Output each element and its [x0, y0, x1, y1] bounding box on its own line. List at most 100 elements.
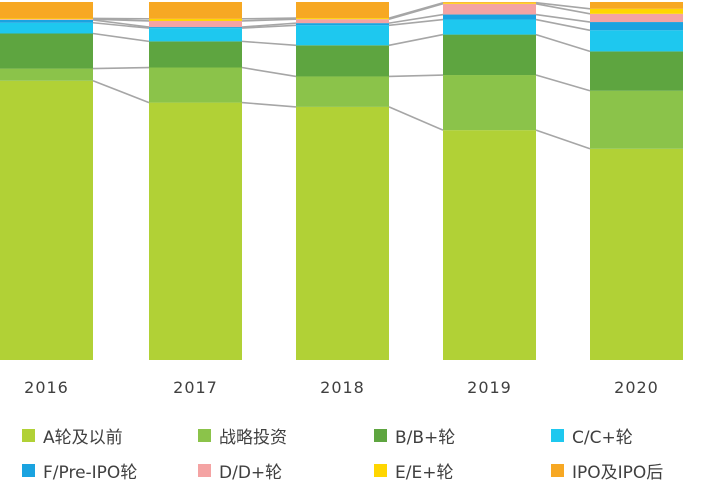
bar-segment — [443, 130, 536, 360]
bar-segment — [296, 25, 389, 46]
connector-line — [535, 3, 591, 15]
connector-line — [388, 13, 444, 24]
bar-segment — [149, 102, 242, 361]
x-tick-label: 2020 — [614, 378, 659, 397]
legend-label: 战略投资 — [219, 427, 287, 448]
bar-segment — [590, 51, 683, 91]
stacked-bar-chart: 2016 2017 2018 2019 2020 — [0, 1, 683, 397]
bar-segment — [0, 18, 93, 20]
bar-segment — [149, 28, 242, 42]
bar-segment — [0, 19, 93, 20]
legend-item: E/E+轮 — [374, 458, 454, 483]
bar-segment — [443, 2, 536, 3]
bar-segment — [590, 8, 683, 14]
connector-line — [535, 13, 591, 23]
legend-item: A轮及以前 — [22, 423, 123, 448]
connector-line — [535, 74, 591, 92]
x-tick-label: 2019 — [467, 378, 512, 397]
connector-line — [388, 1, 444, 19]
bar-segment — [149, 67, 242, 103]
bar-segment — [443, 3, 536, 15]
legend-label: IPO及IPO后 — [572, 462, 664, 483]
connector-line — [241, 101, 297, 108]
legend-item: D/D+轮 — [198, 458, 283, 483]
bar-segment — [149, 18, 242, 21]
connector-line — [388, 74, 444, 78]
connector-line — [241, 40, 297, 47]
bar-segment — [0, 33, 93, 69]
bar-segment — [0, 19, 93, 23]
bar-segment — [296, 76, 389, 107]
bar-segment — [296, 18, 389, 20]
connector-line — [535, 129, 591, 150]
legend-swatch — [374, 463, 387, 477]
connector-line — [241, 24, 297, 29]
bar-segment — [0, 2, 93, 19]
connector-line — [388, 33, 444, 47]
bar-segment — [443, 19, 536, 35]
bar-segment — [590, 22, 683, 31]
bar-segment — [443, 34, 536, 76]
connector-line — [535, 18, 591, 32]
legend-swatch — [551, 428, 564, 442]
bar-segment — [443, 75, 536, 131]
connector-line — [92, 32, 150, 43]
connector-line — [92, 66, 150, 70]
legend-swatch — [198, 463, 211, 477]
legend-item: C/C+轮 — [551, 423, 633, 448]
bar-segment — [590, 148, 683, 360]
x-tick-label: 2017 — [173, 378, 218, 397]
bar-stacks — [0, 2, 683, 361]
legend-label: F/Pre-IPO轮 — [43, 462, 138, 483]
x-axis-ticks: 2016 2017 2018 2019 2020 — [24, 378, 659, 397]
connector-line — [388, 106, 444, 131]
bar-segment — [443, 14, 536, 20]
bar-segment — [296, 45, 389, 77]
legend-item: F/Pre-IPO轮 — [22, 458, 138, 483]
connector-line — [92, 19, 150, 28]
x-tick-label: 2018 — [320, 378, 365, 397]
connector-line — [92, 80, 150, 104]
legend-label: E/E+轮 — [395, 462, 454, 483]
legend-swatch — [374, 428, 387, 442]
connector-line — [92, 21, 150, 29]
connector-line — [241, 18, 297, 22]
connector-line — [92, 18, 150, 22]
series-connector-lines — [92, 1, 591, 150]
bar-segment — [0, 22, 93, 34]
bar-segment — [296, 2, 389, 19]
legend-item: IPO及IPO后 — [551, 458, 664, 483]
legend-swatch — [551, 463, 564, 477]
bar-segment — [149, 27, 242, 29]
bar-segment — [590, 13, 683, 23]
connector-line — [241, 17, 297, 20]
bar-segment — [590, 2, 683, 9]
legend-label: D/D+轮 — [219, 462, 283, 483]
legend-item: 战略投资 — [198, 423, 287, 448]
bar-segment — [0, 80, 93, 360]
bar-segment — [443, 2, 536, 4]
legend-label: C/C+轮 — [572, 427, 633, 448]
bar-segment — [149, 41, 242, 68]
bar-segment — [0, 68, 93, 81]
legend-swatch — [22, 463, 35, 477]
connector-line — [388, 3, 444, 20]
legend-label: A轮及以前 — [43, 427, 123, 448]
connector-line — [535, 33, 591, 53]
bar-segment — [590, 90, 683, 149]
chart-legend: A轮及以前 战略投资 B/B+轮 C/C+轮 F/Pre-IPO轮 D/D+轮 E/E+轮 I… — [0, 420, 703, 490]
connector-line — [241, 22, 297, 28]
legend-swatch — [22, 428, 35, 442]
x-tick-label: 2016 — [24, 378, 69, 397]
connector-line — [388, 18, 444, 27]
bar-segment — [590, 30, 683, 52]
legend-label: B/B+轮 — [395, 427, 456, 448]
bar-segment — [296, 23, 389, 26]
legend-swatch — [198, 428, 211, 442]
connector-line — [535, 1, 591, 10]
legend-item: B/B+轮 — [374, 423, 456, 448]
bar-segment — [149, 20, 242, 28]
bar-segment — [296, 106, 389, 360]
connector-line — [241, 66, 297, 78]
bar-segment — [296, 19, 389, 24]
